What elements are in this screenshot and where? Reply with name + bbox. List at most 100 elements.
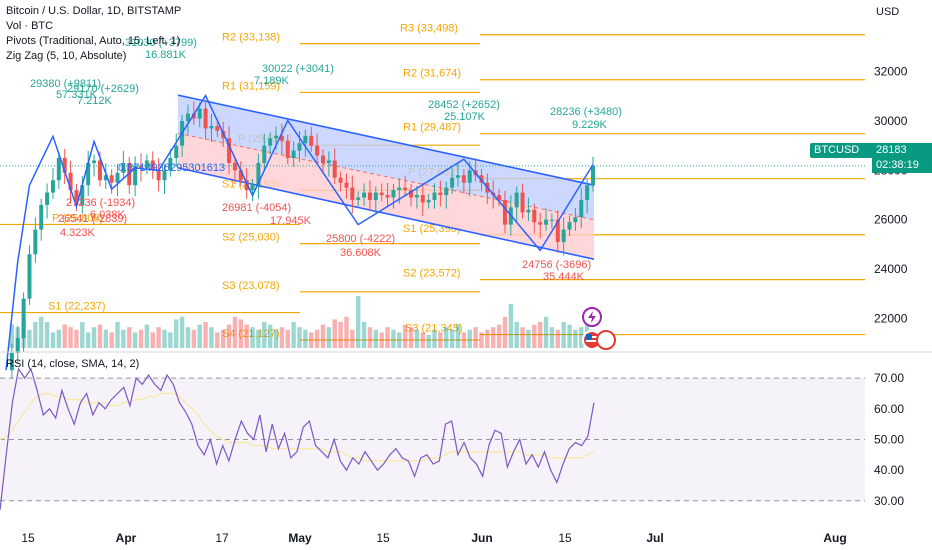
candle-body-24 [144, 160, 149, 168]
candle-body-65 [385, 195, 390, 198]
candle-body-34 [203, 108, 208, 129]
candle-body-36 [215, 125, 220, 131]
zigzag-label-15: 36.608K [340, 247, 382, 259]
volume-indicator-label[interactable]: Vol · BTC [6, 20, 54, 32]
volume-bar-33 [197, 324, 202, 348]
candle-body-25 [150, 160, 155, 171]
volume-bar-81 [479, 332, 484, 348]
time-tick-7: Jul [646, 531, 663, 545]
zigzag-polyline [5, 94, 594, 371]
candle-body-2 [15, 338, 20, 353]
candle-body-11 [68, 172, 73, 191]
pivot-label-11: S2 (25,030) [222, 232, 279, 244]
zigzag-label-12: 26981 (-4054) [222, 202, 291, 214]
time-tick-8: Aug [823, 531, 846, 545]
pivot-label-5: S2 (23,572) [403, 268, 460, 280]
price-tick-4: 30000 [874, 114, 908, 128]
candle-body-6 [39, 204, 44, 230]
candle-body-51 [303, 135, 308, 144]
volume-bar-83 [491, 327, 496, 348]
volume-bar-7 [44, 322, 50, 348]
candle-body-59 [350, 187, 355, 200]
candle-body-75 [444, 187, 449, 196]
candle-body-57 [338, 177, 343, 183]
candle-body-42 [250, 185, 255, 191]
volume-bar-14 [85, 332, 91, 348]
zigzag-label-11: 7.189K [254, 75, 290, 87]
volume-bar-67 [397, 332, 402, 348]
candle-body-3 [21, 298, 26, 339]
candle-body-55 [326, 160, 331, 163]
bar-countdown: 02:38:19 [876, 159, 919, 171]
candle-body-35 [209, 125, 214, 129]
volume-bar-29 [174, 319, 179, 348]
volume-bar-90 [532, 324, 537, 348]
zigzag-indicator-label[interactable]: Zig Zag (5, 10, Absolute) [6, 50, 127, 62]
candle-body-97 [573, 217, 578, 223]
candle-body-46 [274, 135, 279, 139]
volume-bar-62 [367, 327, 373, 348]
chart-legend[interactable]: Bitcoin / U.S. Dollar, 1D, BITSTAMP Vol … [6, 4, 181, 64]
volume-bar-91 [537, 322, 543, 348]
candle-body-94 [555, 219, 560, 242]
candle-body-38 [227, 138, 232, 163]
rsi-indicator-label[interactable]: RSI (14, close, SMA, 14, 2) [6, 358, 140, 370]
candle-body-81 [479, 175, 484, 183]
volume-bar-10 [62, 324, 67, 348]
zigzag-label-10: 30022 (+3041) [262, 63, 334, 75]
rsi-tick-0: 30.00 [874, 494, 904, 508]
economic-event-icon[interactable] [596, 330, 616, 350]
candle-body-96 [567, 222, 572, 230]
candle-body-12 [74, 190, 79, 205]
zigzag-label-6: 26541 (-2839) [58, 213, 127, 225]
volume-bar-64 [379, 332, 384, 348]
volume-bar-61 [361, 322, 367, 348]
candle-body-85 [502, 199, 507, 225]
volume-bar-1 [9, 324, 15, 348]
lightning-icon[interactable] [582, 307, 602, 327]
candle-body-92 [544, 219, 549, 225]
pivots-indicator-label[interactable]: Pivots (Traditional, Auto, 15, Left, 1) [6, 35, 181, 47]
volume-bar-55 [326, 327, 332, 348]
volume-bar-25 [150, 332, 155, 348]
pivot-label-0: R3 (33,498) [400, 23, 458, 35]
volume-bar-77 [455, 324, 461, 348]
candle-body-5 [33, 229, 38, 255]
volume-bar-74 [438, 332, 443, 348]
volume-bar-58 [344, 316, 349, 348]
zigzag-line [5, 94, 594, 371]
volume-bar-41 [244, 324, 249, 348]
volume-bar-78 [461, 332, 467, 348]
volume-bar-38 [226, 324, 232, 348]
volume-bar-89 [526, 329, 531, 348]
price-tick-5: 32000 [874, 65, 908, 79]
volume-bar-4 [27, 329, 32, 348]
time-tick-1: Apr [116, 531, 137, 545]
candle-body-48 [285, 140, 290, 159]
candle-body-39 [232, 162, 237, 171]
volume-bar-60 [356, 296, 361, 348]
zigzag-label-20: 28236 (+3480) [550, 106, 622, 118]
volume-bar-43 [256, 329, 261, 348]
last-price: 28183 [876, 144, 907, 156]
volume-bar-57 [338, 322, 343, 348]
channel-mid-line [177, 132, 595, 221]
candle-body-20 [121, 162, 126, 173]
rsi-legend[interactable]: RSI (14, close, SMA, 14, 2) [6, 357, 139, 372]
candle-body-98 [579, 199, 584, 218]
last-price-badge: 28183 02:38:19 [872, 143, 932, 173]
candle-body-19 [115, 172, 120, 183]
candle-body-58 [344, 182, 349, 188]
price-axis: 220002400026000280003000032000 [0, 65, 932, 353]
volume-bar-35 [209, 327, 214, 348]
volume-bar-47 [279, 327, 285, 348]
volume-bar-31 [185, 327, 191, 348]
volume-bar-16 [97, 324, 103, 348]
volume-bar-93 [549, 327, 555, 348]
volume-bar-5 [33, 322, 38, 348]
candle-body-28 [168, 158, 173, 171]
volume-bar-70 [414, 329, 420, 348]
candle-body-54 [320, 155, 325, 163]
